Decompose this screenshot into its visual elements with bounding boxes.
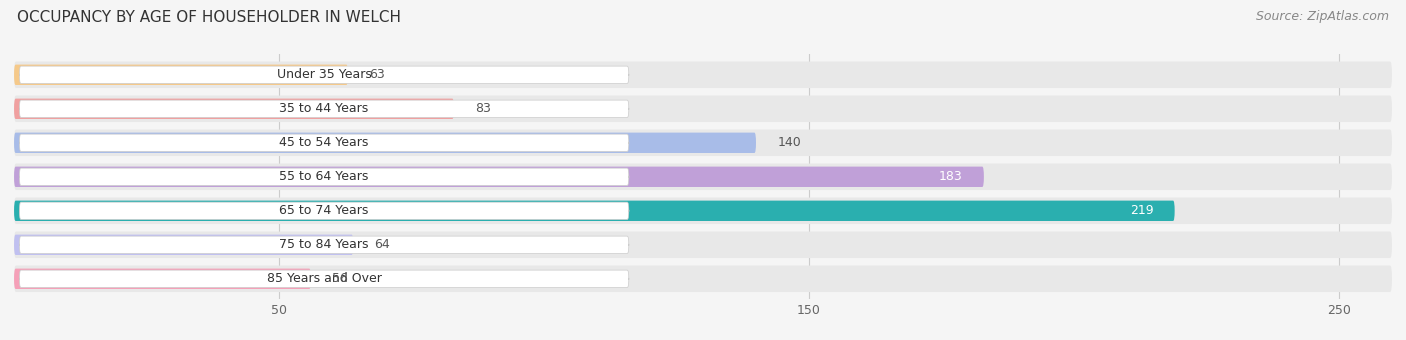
Text: Under 35 Years: Under 35 Years [277,68,371,81]
Text: 35 to 44 Years: 35 to 44 Years [280,102,368,115]
Text: 64: 64 [374,238,391,251]
Text: Source: ZipAtlas.com: Source: ZipAtlas.com [1256,10,1389,23]
FancyBboxPatch shape [14,96,1392,122]
Text: 63: 63 [370,68,385,81]
FancyBboxPatch shape [20,270,628,288]
FancyBboxPatch shape [14,201,1174,221]
FancyBboxPatch shape [20,100,628,118]
Text: 56: 56 [332,272,347,285]
FancyBboxPatch shape [14,99,454,119]
FancyBboxPatch shape [20,66,628,84]
FancyBboxPatch shape [20,168,628,186]
Text: 55 to 64 Years: 55 to 64 Years [280,170,368,183]
FancyBboxPatch shape [14,62,1392,88]
Text: 65 to 74 Years: 65 to 74 Years [280,204,368,217]
FancyBboxPatch shape [14,198,1392,224]
Text: 219: 219 [1130,204,1153,217]
FancyBboxPatch shape [14,65,347,85]
FancyBboxPatch shape [14,266,1392,292]
FancyBboxPatch shape [14,269,311,289]
FancyBboxPatch shape [14,232,1392,258]
FancyBboxPatch shape [20,134,628,152]
FancyBboxPatch shape [14,167,984,187]
FancyBboxPatch shape [14,164,1392,190]
Text: 183: 183 [939,170,963,183]
FancyBboxPatch shape [14,130,1392,156]
FancyBboxPatch shape [20,236,628,254]
Text: 83: 83 [475,102,491,115]
Text: OCCUPANCY BY AGE OF HOUSEHOLDER IN WELCH: OCCUPANCY BY AGE OF HOUSEHOLDER IN WELCH [17,10,401,25]
Text: 140: 140 [778,136,801,149]
Text: 75 to 84 Years: 75 to 84 Years [280,238,368,251]
FancyBboxPatch shape [20,202,628,220]
Text: 85 Years and Over: 85 Years and Over [267,272,381,285]
Text: 45 to 54 Years: 45 to 54 Years [280,136,368,149]
FancyBboxPatch shape [14,235,353,255]
FancyBboxPatch shape [14,133,756,153]
